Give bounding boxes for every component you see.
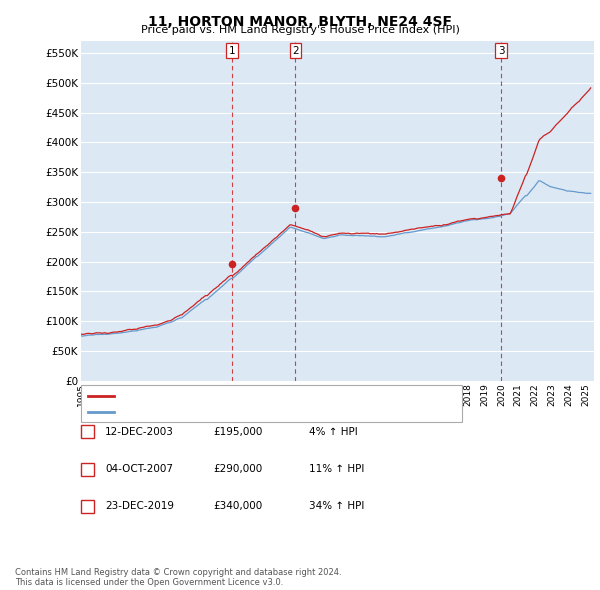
Text: 2: 2 [84,464,91,474]
Text: Contains HM Land Registry data © Crown copyright and database right 2024.
This d: Contains HM Land Registry data © Crown c… [15,568,341,587]
Text: Price paid vs. HM Land Registry's House Price Index (HPI): Price paid vs. HM Land Registry's House … [140,25,460,35]
Text: 23-DEC-2019: 23-DEC-2019 [105,502,174,511]
Text: 3: 3 [84,502,91,511]
Text: £340,000: £340,000 [213,502,262,511]
Text: 2: 2 [292,46,299,56]
Text: £290,000: £290,000 [213,464,262,474]
Text: 34% ↑ HPI: 34% ↑ HPI [309,502,364,511]
Text: 1: 1 [84,427,91,437]
Text: 4% ↑ HPI: 4% ↑ HPI [309,427,358,437]
Text: 12-DEC-2003: 12-DEC-2003 [105,427,174,437]
Text: 11, HORTON MANOR, BLYTH, NE24 4SF (detached house): 11, HORTON MANOR, BLYTH, NE24 4SF (detac… [118,391,403,401]
Text: 11, HORTON MANOR, BLYTH, NE24 4SF: 11, HORTON MANOR, BLYTH, NE24 4SF [148,15,452,29]
Text: 1: 1 [229,46,235,56]
Text: 04-OCT-2007: 04-OCT-2007 [105,464,173,474]
Text: HPI: Average price, detached house, Northumberland: HPI: Average price, detached house, Nort… [118,407,385,417]
Text: £195,000: £195,000 [213,427,262,437]
Text: 3: 3 [498,46,505,56]
Text: 11% ↑ HPI: 11% ↑ HPI [309,464,364,474]
